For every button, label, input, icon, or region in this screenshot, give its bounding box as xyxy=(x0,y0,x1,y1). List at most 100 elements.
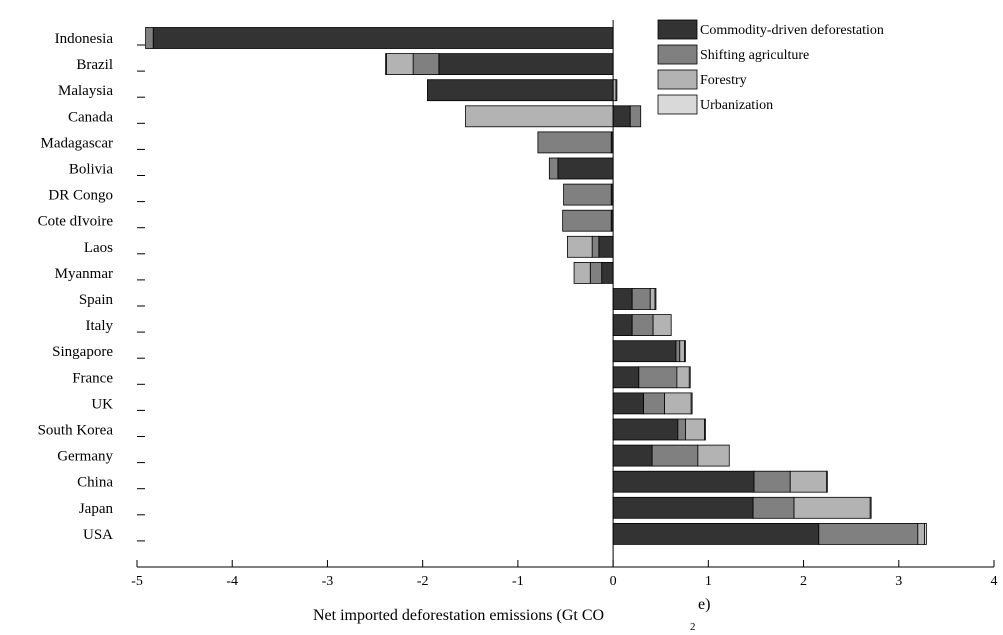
category-label: Malaysia xyxy=(58,83,113,99)
bar-china-series-1 xyxy=(753,470,791,493)
bar-uk-series-0 xyxy=(612,392,644,415)
bar-brazil-series-0 xyxy=(438,53,614,75)
x-tick-label: -4 xyxy=(226,574,238,589)
bar-canada-series-2 xyxy=(465,105,614,128)
bar-malaysia-series-0 xyxy=(427,79,614,102)
bar-germany-series-2 xyxy=(697,444,730,467)
legend: Commodity-driven deforestation Shifting a… xyxy=(657,19,884,115)
bars-layer xyxy=(145,27,927,545)
bar-usa-series-1 xyxy=(818,523,919,545)
category-label: Indonesia xyxy=(55,31,114,47)
x-tick-label: 1 xyxy=(705,574,712,589)
bar-bolivia-series-0 xyxy=(557,157,614,180)
x-tick-label: -3 xyxy=(322,574,334,589)
bar-singapore-series-1 xyxy=(675,340,681,363)
bar-italy-series-0 xyxy=(612,314,633,337)
category-label: Bolivia xyxy=(69,162,114,178)
bar-laos-series-1 xyxy=(591,235,600,258)
category-label: DR Congo xyxy=(48,188,113,204)
legend-label: Urbanization xyxy=(700,98,773,113)
x-tick-label: 2 xyxy=(800,574,807,589)
bar-brazil-series-1 xyxy=(412,53,440,75)
x-tick-label: -2 xyxy=(417,574,429,589)
category-label: Brazil xyxy=(76,57,113,73)
bar-italy-series-1 xyxy=(631,314,654,337)
category-label: South Korea xyxy=(38,423,114,439)
axes-layer: Indonesia Brazil Malaysia Canada Madagascar B… xyxy=(38,20,998,589)
bar-spain-series-3 xyxy=(654,288,657,310)
bar-indonesia-series-0 xyxy=(152,27,614,49)
bar-usa-series-0 xyxy=(612,523,820,545)
category-label: Canada xyxy=(68,109,113,125)
legend-label: Forestry xyxy=(700,73,747,88)
bar-singapore-series-2 xyxy=(679,340,685,363)
bar-brazil-series-3 xyxy=(385,53,387,75)
legend-swatch xyxy=(657,44,698,65)
bar-italy-series-2 xyxy=(652,314,672,337)
bar-germany-series-0 xyxy=(612,444,653,467)
bar-usa-series-2 xyxy=(917,523,925,545)
x-tick-label: 3 xyxy=(895,574,902,589)
category-label: Spain xyxy=(79,292,114,308)
bar-japan-series-1 xyxy=(752,496,795,519)
category-label: Myanmar xyxy=(55,266,113,282)
bar-china-series-3 xyxy=(826,470,828,493)
legend-label: Shifting agriculture xyxy=(700,48,809,63)
bar-brazil-series-2 xyxy=(386,53,414,75)
bar-canada-series-0 xyxy=(612,105,631,128)
bar-malaysia-series-3 xyxy=(615,79,618,102)
bar-myanmar-series-2 xyxy=(573,261,591,284)
bar-spain-series-2 xyxy=(649,288,656,310)
bar-france-series-3 xyxy=(688,366,691,389)
bar-spain-series-0 xyxy=(612,288,633,310)
bar-bolivia-series-1 xyxy=(548,157,559,180)
bar-singapore-series-3 xyxy=(684,340,686,363)
bar-laos-series-2 xyxy=(567,235,593,258)
bar-france-series-2 xyxy=(676,366,690,389)
category-label: Madagascar xyxy=(41,135,113,151)
bar-south-korea-series-1 xyxy=(677,418,686,441)
category-label: Cote dIvoire xyxy=(38,214,114,230)
bar-canada-series-1 xyxy=(629,105,642,128)
bar-singapore-series-0 xyxy=(612,340,677,363)
category-label: USA xyxy=(83,527,113,543)
category-label: Japan xyxy=(79,501,114,517)
category-label: Germany xyxy=(57,449,113,465)
x-tick-label: -1 xyxy=(512,574,524,589)
bar-spain-series-1 xyxy=(631,288,651,310)
legend-swatch xyxy=(657,94,698,115)
bar-china-series-0 xyxy=(612,470,755,493)
bar-china-series-2 xyxy=(789,470,827,493)
category-label: France xyxy=(72,370,113,386)
bar-cote-divoire-series-1 xyxy=(562,209,612,232)
bar-laos-series-0 xyxy=(598,235,614,258)
bar-usa-series-3 xyxy=(924,523,927,545)
bar-madagascar-series-1 xyxy=(537,131,612,154)
bar-uk-series-2 xyxy=(664,392,692,415)
bar-indonesia-series-1 xyxy=(145,27,154,49)
x-tick-label: -5 xyxy=(131,574,143,589)
bar-france-series-0 xyxy=(612,366,640,389)
category-label: Laos xyxy=(84,240,113,256)
bar-germany-series-1 xyxy=(651,444,699,467)
category-label: UK xyxy=(91,396,113,412)
x-tick-label: 0 xyxy=(610,574,617,589)
x-axis-title-subscript: 2 xyxy=(690,621,696,633)
legend-label: Commodity-driven deforestation xyxy=(700,23,884,38)
bar-japan-series-0 xyxy=(612,496,754,519)
x-axis-title-tail: e) xyxy=(698,596,710,613)
bar-south-korea-series-0 xyxy=(612,418,679,441)
bar-japan-series-2 xyxy=(793,496,871,519)
bar-uk-series-3 xyxy=(690,392,693,415)
bar-myanmar-series-1 xyxy=(589,261,603,284)
x-axis-title: Net imported deforestation emissions (Gt… xyxy=(313,607,604,624)
legend-swatch xyxy=(657,69,698,90)
category-label: Italy xyxy=(86,318,114,334)
category-label: Singapore xyxy=(52,344,113,360)
legend-swatch xyxy=(657,19,698,40)
bar-south-korea-series-2 xyxy=(685,418,705,441)
bar-uk-series-1 xyxy=(643,392,665,415)
x-tick-label: 4 xyxy=(991,574,998,589)
category-label: China xyxy=(77,475,113,491)
